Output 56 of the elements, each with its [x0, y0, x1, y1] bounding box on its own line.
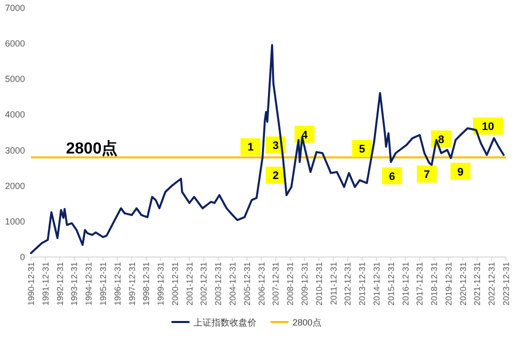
- x-tick-label: 2020-12-31: [458, 262, 468, 306]
- x-tick-label: 1992-12-31: [54, 262, 65, 306]
- annotation: 7: [424, 169, 430, 182]
- x-tick-label: 2023-12-31: [501, 262, 511, 306]
- annotation: 1: [247, 142, 254, 154]
- x-tick-label: 1990-12-31: [26, 262, 36, 306]
- y-tick-label: 4000: [4, 110, 25, 120]
- ref-line-label: 2800点: [66, 139, 118, 158]
- x-tick-label: 2001-12-31: [184, 262, 194, 306]
- x-tick-label: 2008-12-31: [285, 262, 296, 306]
- x-tick-label: 1991-12-31: [40, 262, 50, 306]
- x-tick-label: 2009-12-31: [300, 262, 310, 306]
- annotation: 6: [389, 170, 396, 183]
- x-tick-label: 2010-12-31: [314, 262, 324, 306]
- y-tick-label: 2000: [4, 180, 25, 191]
- x-tick-label: 2015-12-31: [386, 262, 396, 306]
- x-tick-label: 2000-12-31: [170, 262, 180, 306]
- legend-label: 上证指数收盘价: [194, 318, 256, 328]
- x-tick-label: 2011-12-31: [328, 262, 338, 305]
- x-tick-label: 2016-12-31: [400, 262, 410, 306]
- y-tick-label: 6000: [4, 38, 25, 49]
- x-tick-label: 2004-12-31: [228, 262, 238, 306]
- y-tick-label: 1000: [4, 216, 25, 226]
- x-tick-label: 1999-12-31: [156, 262, 166, 306]
- x-tick-label: 2005-12-31: [242, 262, 252, 306]
- y-tick-label: 7000: [4, 3, 25, 13]
- annotation: 10: [482, 121, 494, 134]
- x-tick-label: 2013-12-31: [357, 262, 368, 306]
- x-tick-label: 2022-12-31: [486, 262, 497, 306]
- x-tick-label: 1994-12-31: [84, 262, 94, 306]
- x-tick-label: 2019-12-31: [443, 262, 454, 306]
- annotation: 3: [272, 140, 279, 152]
- x-tick-label: 2003-12-31: [213, 262, 224, 306]
- annotation: 5: [359, 144, 366, 156]
- x-tick-label: 1996-12-31: [112, 262, 122, 306]
- x-tick-label: 2002-12-31: [198, 262, 209, 306]
- text: 2800点: [292, 318, 322, 328]
- x-tick-label: 2018-12-31: [429, 262, 440, 306]
- annotation: 4: [301, 129, 308, 142]
- annotation: 2: [272, 170, 279, 182]
- x-tick-label: 1995-12-31: [98, 262, 108, 306]
- y-tick-label: 5000: [4, 74, 25, 84]
- x-tick-label: 2007-12-31: [270, 262, 281, 306]
- x-tick-label: 2017-12-31: [414, 262, 425, 306]
- x-tick-label: 2021-12-31: [472, 262, 482, 306]
- x-tick-label: 2014-12-31: [371, 262, 382, 306]
- annotation: 9: [457, 166, 464, 178]
- x-tick-label: 1993-12-31: [69, 262, 80, 306]
- x-tick-label: 1997-12-31: [126, 262, 137, 306]
- x-tick-label: 2006-12-31: [256, 262, 266, 306]
- y-tick-label: 3000: [4, 145, 25, 156]
- line-series: [30, 44, 505, 254]
- x-tick-label: 1998-12-31: [141, 262, 152, 306]
- y-tick-label: 0: [20, 252, 25, 262]
- annotation: 8: [438, 134, 444, 146]
- x-tick-label: 2012-12-31: [342, 262, 353, 306]
